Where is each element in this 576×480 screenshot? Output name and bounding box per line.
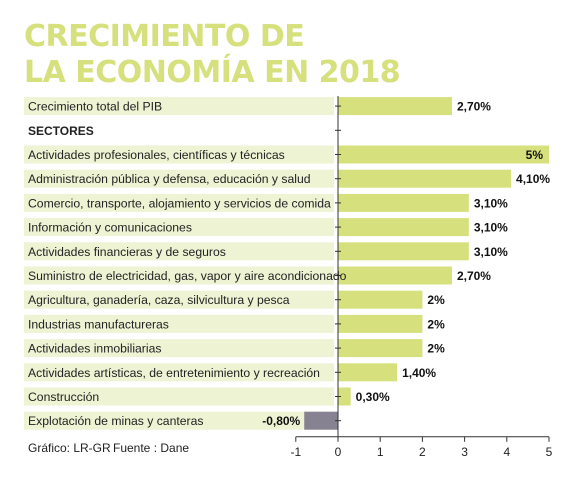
value-label: -0,80% xyxy=(262,414,300,428)
category-band xyxy=(24,339,334,358)
category-band xyxy=(24,411,334,430)
chart-credit: Gráfico: LR-GR xyxy=(28,441,111,455)
category-label: Información y comunicaciones xyxy=(28,221,192,235)
category-label: Explotación de minas y canteras xyxy=(28,414,203,428)
x-tick-label: 5 xyxy=(546,445,553,459)
bar xyxy=(338,290,423,309)
category-band xyxy=(24,242,334,261)
x-tick-label: 3 xyxy=(461,445,468,459)
category-band xyxy=(24,145,334,164)
category-band xyxy=(24,97,334,116)
value-label: 5% xyxy=(526,148,544,162)
category-band xyxy=(24,218,334,237)
section-header-label: SECTORES xyxy=(28,124,94,138)
value-label: 2% xyxy=(427,293,445,307)
category-band xyxy=(24,314,334,333)
x-tick-label: 1 xyxy=(377,445,384,459)
x-tick-label: 4 xyxy=(503,445,510,459)
value-label: 2,70% xyxy=(457,269,491,283)
chart-source: Fuente : Dane xyxy=(113,441,190,455)
category-label: Crecimiento total del PIB xyxy=(28,100,162,114)
category-label: Actividades artísticas, de entretenimien… xyxy=(28,366,320,380)
value-label: 3,10% xyxy=(474,221,508,235)
bar xyxy=(338,242,469,261)
value-label: 2,70% xyxy=(457,100,491,114)
category-band xyxy=(24,363,334,382)
bar xyxy=(338,363,398,382)
category-label: Comercio, transporte, alojamiento y serv… xyxy=(28,196,331,210)
value-label: 2% xyxy=(427,342,445,356)
chart-title-line-1: CRECIMIENTO DE xyxy=(24,19,305,54)
bar xyxy=(338,387,351,406)
value-label: 3,10% xyxy=(474,245,508,259)
category-band xyxy=(24,169,334,188)
category-label: Actividades financieras y de seguros xyxy=(28,245,226,259)
bar xyxy=(338,266,452,285)
bar xyxy=(338,218,469,237)
bar xyxy=(338,97,452,116)
bar xyxy=(338,193,469,212)
chart-title-line-2: LA ECONOMÍA EN 2018 xyxy=(24,55,401,90)
category-label: Administración pública y defensa, educac… xyxy=(28,172,311,186)
x-tick-label: 2 xyxy=(419,445,426,459)
bar xyxy=(338,145,549,164)
category-band xyxy=(24,387,334,406)
category-label: Suministro de electricidad, gas, vapor y… xyxy=(28,269,347,283)
category-label: Industrias manufactureras xyxy=(28,317,169,331)
value-label: 3,10% xyxy=(474,196,508,210)
value-label: 4,10% xyxy=(516,172,550,186)
value-label: 0,30% xyxy=(356,390,390,404)
category-band xyxy=(24,266,334,285)
value-label: 2% xyxy=(427,317,445,331)
value-label: 1,40% xyxy=(402,366,436,380)
category-label: Construcción xyxy=(28,390,99,404)
category-label: Actividades profesionales, científicas y… xyxy=(28,148,285,162)
x-tick-label: -1 xyxy=(290,445,301,459)
bar xyxy=(338,339,423,358)
category-label: Actividades inmobiliarias xyxy=(28,342,161,356)
bar xyxy=(338,314,423,333)
bar xyxy=(304,411,338,430)
category-band xyxy=(24,193,334,212)
category-band xyxy=(24,290,334,309)
category-label: Agricultura, ganadería, caza, silvicultu… xyxy=(28,293,290,307)
bar xyxy=(338,169,512,188)
x-tick-label: 0 xyxy=(335,445,342,459)
